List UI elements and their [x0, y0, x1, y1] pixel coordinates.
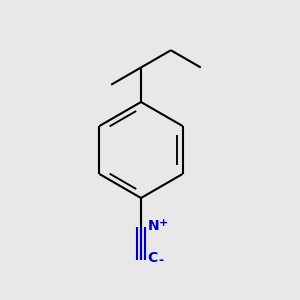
- Text: +: +: [159, 218, 168, 228]
- Text: C: C: [148, 251, 158, 265]
- Text: -: -: [158, 254, 164, 267]
- Text: N: N: [148, 218, 159, 233]
